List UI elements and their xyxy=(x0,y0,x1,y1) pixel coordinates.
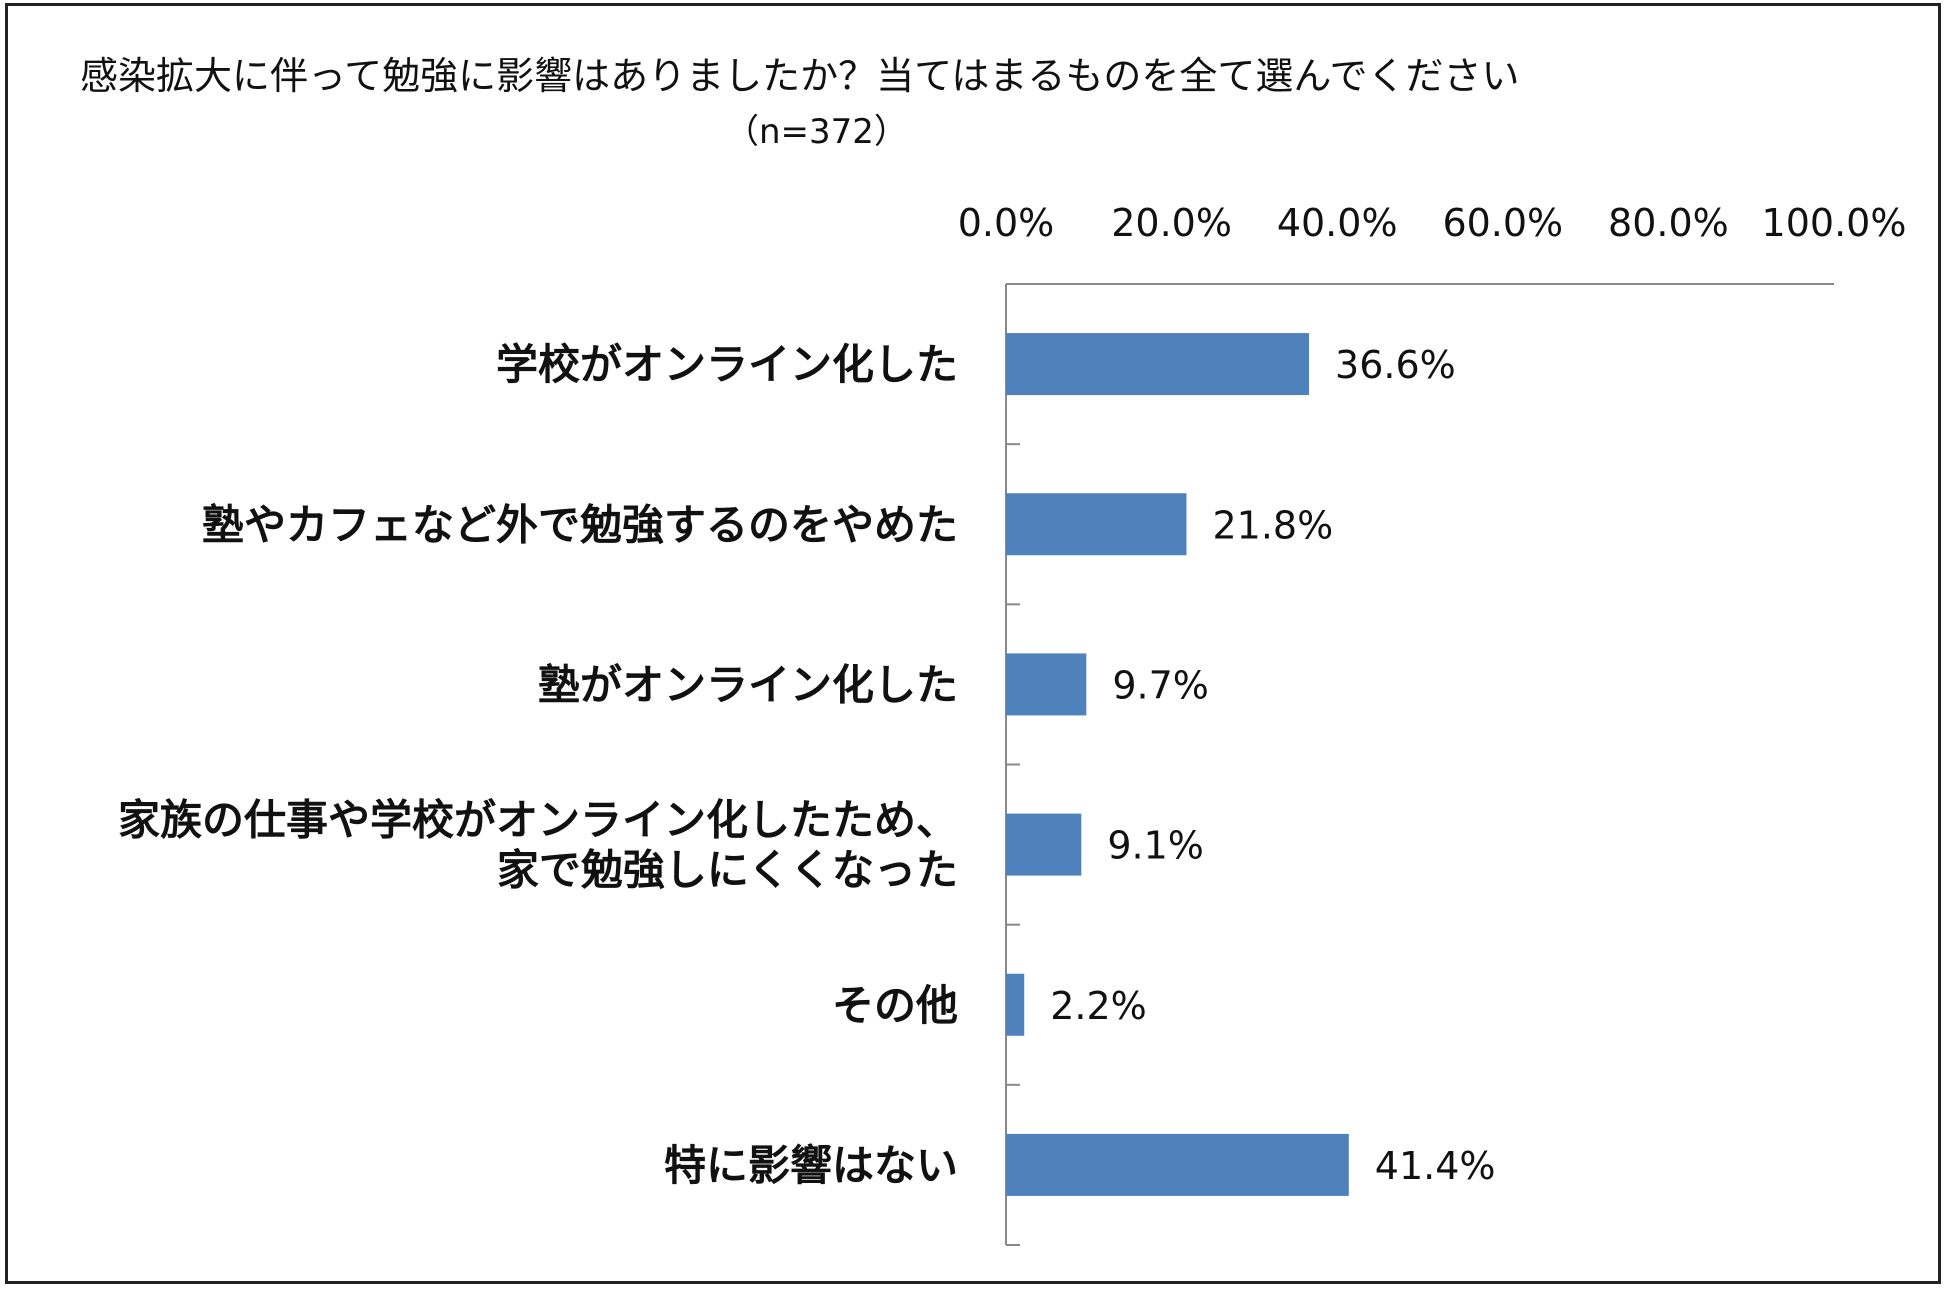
bar xyxy=(1006,973,1025,1036)
bar xyxy=(1006,333,1310,396)
chart-title: 感染拡大に伴って勉強に影響はありましたか？当てはまるものを全て選んでください xyxy=(80,54,1520,98)
data-label: 36.6% xyxy=(1335,343,1456,387)
category-label: その他 xyxy=(832,981,958,1030)
data-label: 21.8% xyxy=(1213,503,1334,547)
category-label: 特に影響はない xyxy=(664,1141,958,1190)
data-label: 9.7% xyxy=(1112,663,1209,707)
bar xyxy=(1006,493,1187,556)
x-tick-label: 40.0% xyxy=(1277,201,1398,245)
data-label: 2.2% xyxy=(1050,984,1147,1028)
category-label: 学校がオンライン化した xyxy=(496,340,958,389)
category-label: 家族の仕事や学校がオンライン化したため、 xyxy=(118,796,958,845)
bar xyxy=(1006,653,1087,716)
x-tick-label: 0.0% xyxy=(958,201,1055,245)
data-label: 9.1% xyxy=(1107,824,1204,868)
category-label: 塾がオンライン化した xyxy=(538,660,958,709)
bar xyxy=(1006,813,1082,876)
data-label: 41.4% xyxy=(1375,1144,1496,1188)
x-tick-label: 100.0% xyxy=(1762,201,1907,245)
chart-frame xyxy=(5,3,1941,1284)
category-label: 家で勉強しにくくなった xyxy=(497,846,958,895)
chart-subtitle: （n=372） xyxy=(725,112,908,152)
x-tick-label: 20.0% xyxy=(1111,201,1232,245)
category-label: 塾やカフェなど外で勉強するのをやめた xyxy=(202,500,958,549)
bar xyxy=(1006,1133,1349,1196)
x-tick-label: 80.0% xyxy=(1608,201,1729,245)
x-tick-label: 60.0% xyxy=(1442,201,1563,245)
